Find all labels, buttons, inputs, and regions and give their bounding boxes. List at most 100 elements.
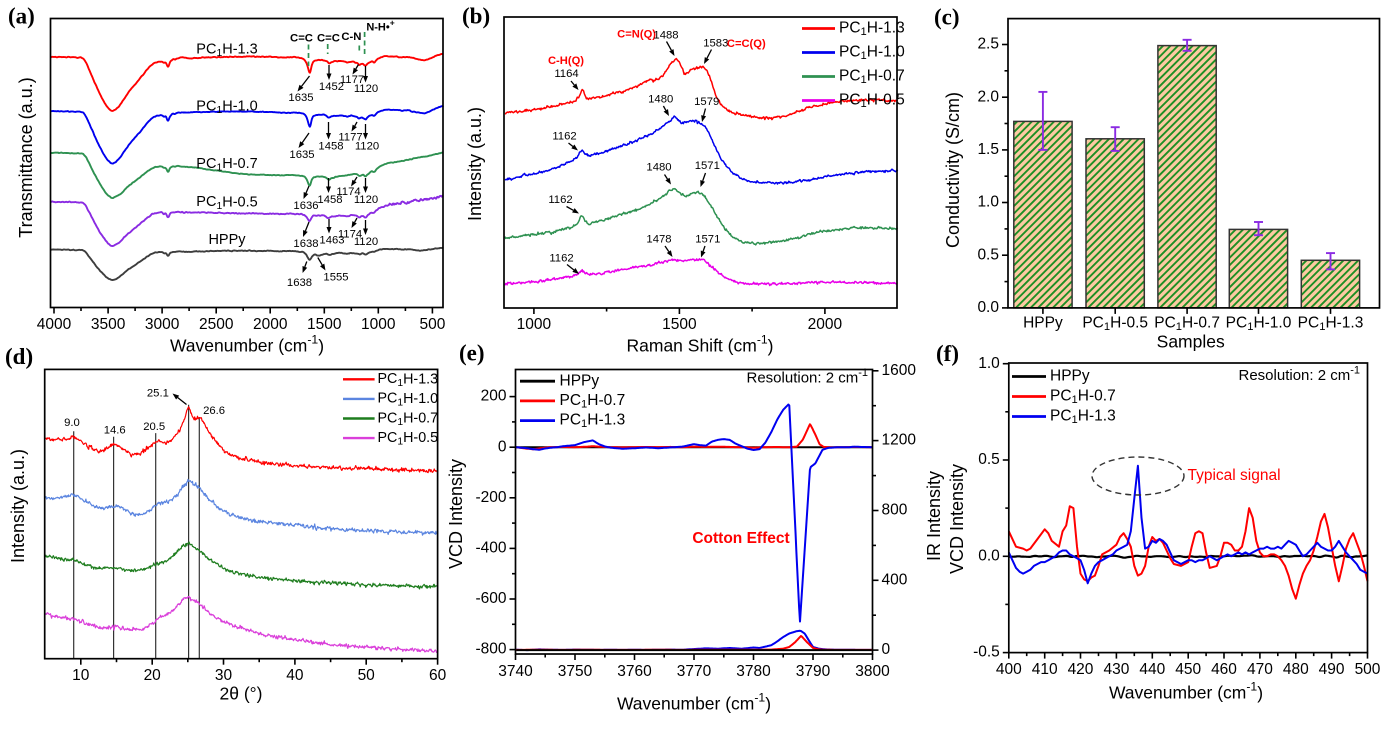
svg-text:PC1H-0.7: PC1H-0.7 (839, 68, 905, 86)
svg-text:1120: 1120 (354, 83, 378, 95)
svg-text:1458: 1458 (317, 194, 342, 206)
svg-text:C=C(Q): C=C(Q) (727, 38, 766, 50)
svg-text:1177: 1177 (338, 131, 362, 143)
svg-text:1583: 1583 (703, 38, 728, 50)
svg-text:4000: 4000 (37, 316, 72, 333)
svg-text:IR Intensity: IR Intensity (924, 471, 944, 561)
svg-text:Resolution: 2 cm-1: Resolution: 2 cm-1 (747, 367, 869, 387)
svg-text:(b): (b) (462, 4, 490, 29)
svg-text:Resolution: 2 cm-1: Resolution: 2 cm-1 (1239, 364, 1361, 384)
svg-text:VCD Intensity: VCD Intensity (446, 459, 466, 569)
svg-text:1488: 1488 (653, 29, 678, 41)
svg-text:2000: 2000 (253, 316, 288, 333)
svg-text:14.6: 14.6 (104, 425, 126, 437)
svg-text:N-H•+: N-H•+ (366, 18, 394, 34)
svg-text:0.0: 0.0 (977, 299, 999, 316)
svg-text:3740: 3740 (498, 663, 533, 680)
svg-text:PC1H-0.5: PC1H-0.5 (196, 194, 257, 211)
svg-text:30: 30 (215, 667, 233, 684)
svg-text:1579: 1579 (694, 96, 719, 108)
svg-text:0: 0 (882, 641, 891, 658)
svg-text:1600: 1600 (882, 362, 917, 379)
svg-text:-200: -200 (475, 489, 506, 506)
svg-text:(e): (e) (459, 341, 485, 366)
svg-text:490: 490 (1319, 661, 1345, 678)
svg-text:50: 50 (358, 667, 376, 684)
svg-text:(a): (a) (8, 4, 35, 29)
svg-text:1478: 1478 (646, 234, 671, 246)
svg-text:60: 60 (429, 667, 447, 684)
svg-text:2000: 2000 (808, 316, 843, 333)
svg-text:1164: 1164 (554, 68, 578, 80)
svg-text:C=C: C=C (290, 32, 313, 44)
svg-text:(d): (d) (5, 344, 33, 369)
svg-text:Wavenumber (cm-1): Wavenumber (cm-1) (170, 333, 324, 356)
svg-text:PC1H-1.3: PC1H-1.3 (1050, 408, 1116, 426)
svg-text:40: 40 (286, 667, 304, 684)
svg-text:PC1H-1.3: PC1H-1.3 (378, 371, 439, 388)
svg-text:3760: 3760 (617, 663, 652, 680)
svg-text:HPPy: HPPy (1050, 368, 1090, 385)
svg-text:2500: 2500 (199, 316, 234, 333)
svg-text:1463: 1463 (319, 235, 344, 247)
svg-text:0.5: 0.5 (978, 451, 1000, 468)
svg-text:1.5: 1.5 (977, 141, 999, 158)
svg-text:C=N(Q): C=N(Q) (617, 29, 656, 41)
svg-text:1120: 1120 (355, 140, 379, 152)
svg-text:HPPy: HPPy (560, 372, 600, 389)
svg-text:20.5: 20.5 (143, 421, 165, 433)
svg-text:430: 430 (1103, 661, 1129, 678)
svg-text:0: 0 (498, 438, 507, 455)
svg-text:800: 800 (882, 502, 908, 519)
svg-text:200: 200 (481, 388, 507, 405)
svg-text:PC1H-0.7: PC1H-0.7 (560, 392, 626, 410)
svg-text:PC1H-0.7: PC1H-0.7 (1154, 315, 1220, 333)
svg-text:500: 500 (1355, 661, 1381, 678)
svg-text:20: 20 (144, 667, 162, 684)
svg-text:1635: 1635 (288, 92, 313, 104)
svg-text:Cotton Effect: Cotton Effect (692, 530, 789, 547)
svg-text:10: 10 (72, 667, 90, 684)
svg-text:1638: 1638 (287, 277, 312, 289)
svg-text:Wavenumber (cm-1): Wavenumber (cm-1) (1109, 680, 1263, 703)
svg-text:PC1H-0.5: PC1H-0.5 (839, 92, 905, 110)
svg-text:HPPy: HPPy (208, 232, 246, 248)
svg-text:-800: -800 (475, 641, 506, 658)
svg-text:1000: 1000 (517, 316, 552, 333)
svg-text:PC1H-1.3: PC1H-1.3 (196, 41, 257, 58)
svg-text:2.5: 2.5 (977, 36, 999, 53)
svg-text:400: 400 (882, 571, 908, 588)
svg-text:C-H(Q): C-H(Q) (548, 55, 584, 67)
svg-text:3500: 3500 (91, 316, 126, 333)
svg-text:(c): (c) (934, 5, 960, 30)
svg-text:26.6: 26.6 (203, 405, 225, 417)
svg-text:HPPy: HPPy (1023, 315, 1063, 332)
svg-text:480: 480 (1283, 661, 1309, 678)
svg-text:0.0: 0.0 (978, 547, 1000, 564)
svg-text:1.0: 1.0 (977, 194, 999, 211)
svg-text:0.5: 0.5 (977, 246, 999, 263)
svg-text:Conductivity (S/cm): Conductivity (S/cm) (943, 92, 963, 248)
svg-text:1635: 1635 (289, 149, 314, 161)
svg-text:1636: 1636 (293, 200, 318, 212)
svg-text:450: 450 (1175, 661, 1201, 678)
svg-text:470: 470 (1247, 661, 1273, 678)
svg-text:440: 440 (1139, 661, 1165, 678)
svg-text:Transmittance (a.u.): Transmittance (a.u.) (16, 77, 36, 237)
svg-text:C=C: C=C (317, 32, 340, 44)
svg-text:3790: 3790 (796, 663, 831, 680)
svg-text:Samples: Samples (1157, 332, 1225, 352)
svg-text:PC1H-0.7: PC1H-0.7 (196, 156, 257, 173)
svg-text:400: 400 (996, 661, 1022, 678)
svg-text:460: 460 (1211, 661, 1237, 678)
svg-text:-400: -400 (475, 539, 506, 556)
svg-text:1480: 1480 (648, 94, 673, 106)
svg-text:1571: 1571 (695, 160, 720, 172)
svg-text:3770: 3770 (677, 663, 712, 680)
svg-text:1162: 1162 (548, 194, 572, 206)
svg-text:1162: 1162 (552, 130, 576, 142)
svg-text:3780: 3780 (736, 663, 771, 680)
svg-text:PC1H-1.0: PC1H-1.0 (1226, 315, 1292, 333)
svg-text:9.0: 9.0 (64, 417, 80, 429)
svg-text:25.1: 25.1 (147, 388, 169, 400)
